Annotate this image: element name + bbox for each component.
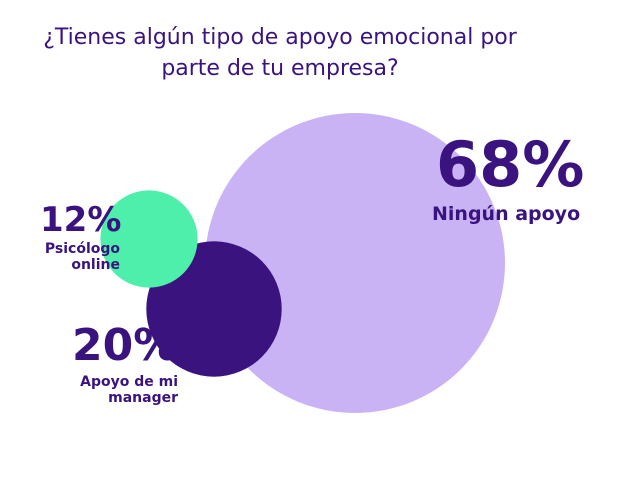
bubble: [205, 113, 505, 413]
value-label: 20%: [72, 320, 178, 371]
value-label: 68%: [436, 128, 585, 201]
category-label: Psicólogo online: [44, 241, 120, 273]
category-label: Ningún apoyo: [432, 203, 581, 225]
chart-title: ¿Tienes algún tipo de apoyo emocional po…: [43, 25, 517, 81]
category-label: Apoyo de mi manager: [80, 374, 178, 406]
value-label: 12%: [40, 200, 122, 240]
bubble: [100, 190, 198, 288]
